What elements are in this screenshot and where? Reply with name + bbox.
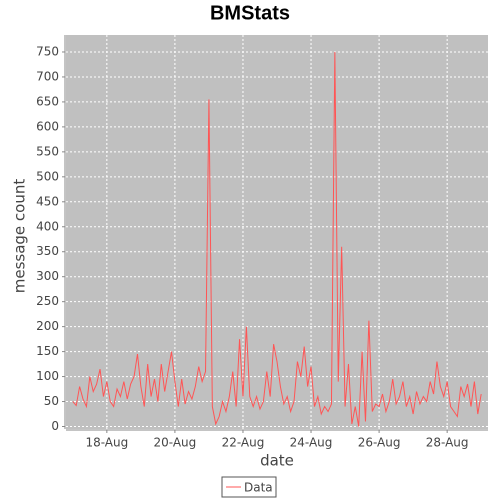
y-tick-label: 50 [44,394,59,408]
x-tick-label: 22-Aug [222,436,265,450]
plot-area [66,35,488,429]
y-tick-label: 350 [36,244,59,258]
y-tick-label: 450 [36,194,59,208]
x-axis-label: date [260,452,294,470]
y-tick-label: 700 [36,69,59,83]
y-tick-label: 400 [36,219,59,233]
x-tick-label: 24-Aug [290,436,333,450]
y-tick-label: 300 [36,269,59,283]
y-tick-label: 750 [36,44,59,58]
y-tick-label: 0 [51,419,59,433]
y-tick-label: 250 [36,294,59,308]
x-tick-label: 18-Aug [85,436,128,450]
y-tick-label: 150 [36,344,59,358]
x-tick-label: 28-Aug [426,436,469,450]
legend-label: Data [244,481,273,495]
y-tick-label: 500 [36,169,59,183]
legend-box [221,476,277,498]
y-tick-label: 550 [36,144,59,158]
y-tick-label: 600 [36,119,59,133]
y-axis-label: message count [11,179,29,294]
y-tick-label: 650 [36,94,59,108]
y-tick-label: 200 [36,319,59,333]
data-line [72,51,482,427]
y-tick-label: 100 [36,369,59,383]
chart-title: BMStats [210,2,290,24]
x-tick-label: 26-Aug [358,436,401,450]
x-tick-label: 20-Aug [154,436,197,450]
